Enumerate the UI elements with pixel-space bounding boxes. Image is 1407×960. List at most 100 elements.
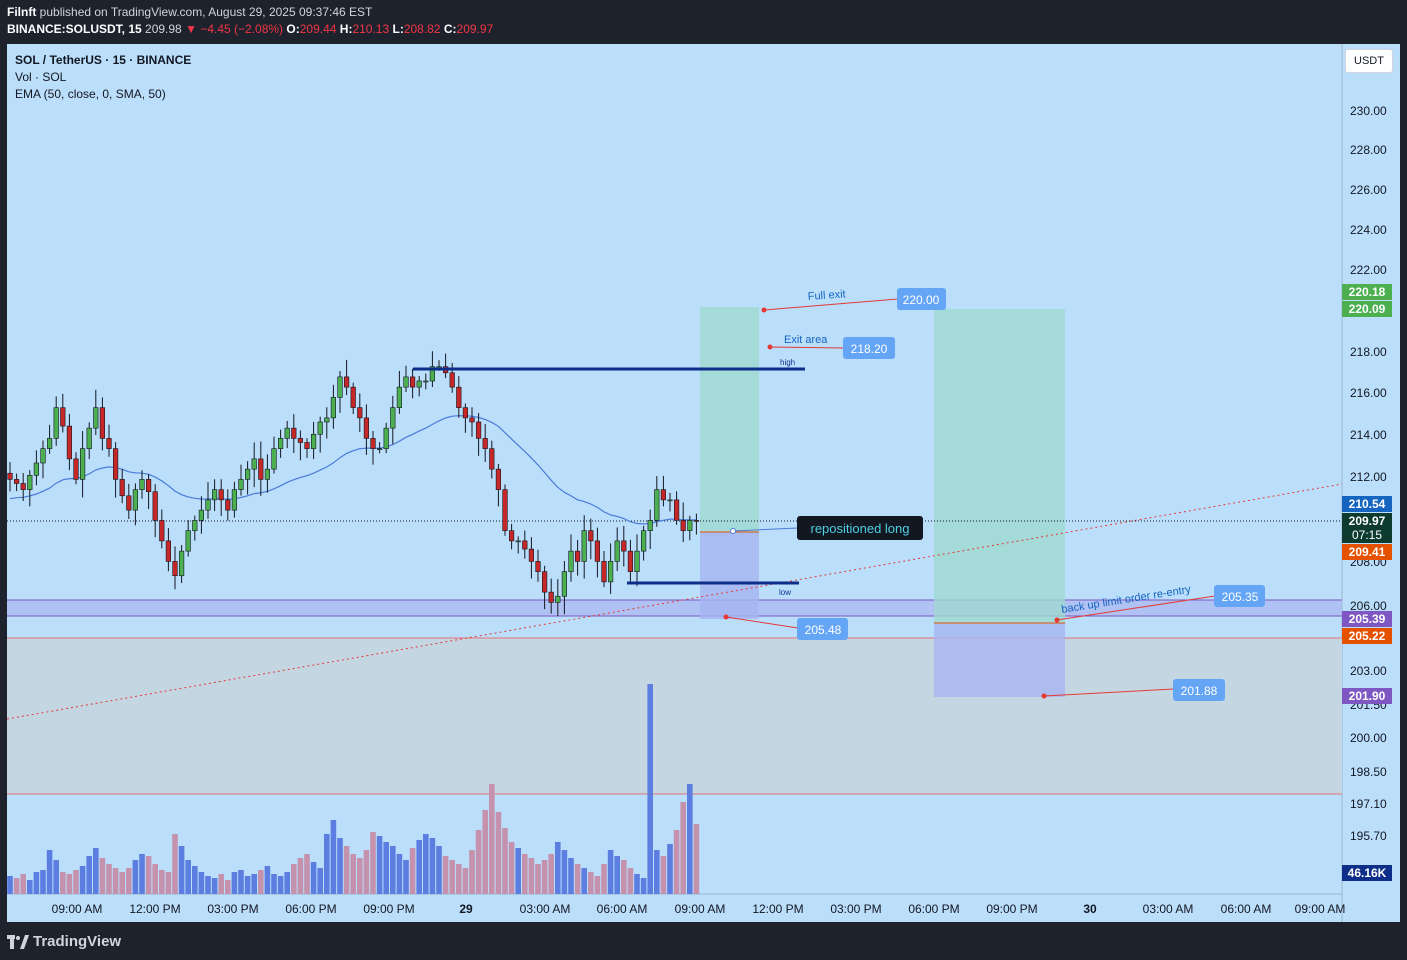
- repositioned-badge[interactable]: [797, 516, 923, 540]
- trend-line[interactable]: [6, 483, 1343, 720]
- candle-up[interactable]: [581, 530, 587, 562]
- candle-down[interactable]: [172, 561, 178, 577]
- candle-down[interactable]: [225, 499, 231, 511]
- candle-down[interactable]: [693, 520, 699, 522]
- legend-ema[interactable]: EMA (50, close, 0, SMA, 50): [15, 87, 166, 101]
- candle-up[interactable]: [640, 530, 647, 552]
- candle-up[interactable]: [614, 540, 620, 562]
- candle-up[interactable]: [396, 386, 403, 408]
- tradingview-logo[interactable]: TradingView: [7, 933, 121, 950]
- candle-up[interactable]: [185, 530, 191, 552]
- legend-vol[interactable]: Vol · SOL: [15, 70, 67, 84]
- candle-up[interactable]: [654, 489, 660, 521]
- label-20548-badge[interactable]: [797, 618, 848, 640]
- candle-down[interactable]: [475, 421, 482, 439]
- candle-down[interactable]: [113, 448, 119, 480]
- candle-down[interactable]: [146, 479, 152, 492]
- candle-down[interactable]: [106, 438, 112, 449]
- candle-up[interactable]: [33, 462, 39, 476]
- position2-profit-zone[interactable]: [934, 309, 1065, 623]
- candle-down[interactable]: [343, 376, 350, 388]
- candle-up[interactable]: [376, 448, 383, 450]
- candle-up[interactable]: [568, 550, 574, 572]
- candle-down[interactable]: [528, 548, 534, 562]
- currency-button[interactable]: USDT: [1345, 49, 1393, 73]
- ema-line[interactable]: [9, 415, 697, 525]
- candle-up[interactable]: [330, 397, 337, 419]
- candle-down[interactable]: [119, 479, 125, 497]
- position2-loss-zone[interactable]: [934, 623, 1065, 697]
- candle-down[interactable]: [660, 489, 666, 501]
- candle-down[interactable]: [469, 417, 475, 423]
- candle-up[interactable]: [205, 499, 211, 511]
- candle-down[interactable]: [66, 425, 72, 460]
- candle-up[interactable]: [198, 509, 205, 521]
- candle-up[interactable]: [271, 448, 277, 470]
- candle-up[interactable]: [238, 479, 244, 490]
- candle-up[interactable]: [277, 438, 284, 449]
- candle-up[interactable]: [179, 550, 185, 577]
- position1-loss-zone[interactable]: [700, 532, 759, 619]
- candle-down[interactable]: [291, 427, 297, 439]
- candle-down[interactable]: [159, 520, 165, 542]
- candle-down[interactable]: [218, 489, 224, 501]
- candle-up[interactable]: [310, 433, 317, 449]
- candle-up[interactable]: [515, 540, 521, 543]
- candle-up[interactable]: [416, 380, 422, 388]
- candle-up[interactable]: [383, 427, 389, 449]
- candle-up[interactable]: [251, 458, 257, 470]
- candle-down[interactable]: [350, 386, 356, 408]
- candle-up[interactable]: [324, 417, 330, 423]
- candle-down[interactable]: [370, 438, 376, 449]
- candle-up[interactable]: [212, 489, 218, 501]
- candle-up[interactable]: [192, 520, 198, 531]
- candle-down[interactable]: [482, 438, 488, 449]
- candle-down[interactable]: [548, 591, 554, 603]
- candle-up[interactable]: [337, 376, 343, 398]
- candle-up[interactable]: [231, 489, 238, 511]
- label-2182-badge[interactable]: [843, 337, 895, 359]
- candle-up[interactable]: [93, 407, 99, 429]
- candle-down[interactable]: [60, 407, 66, 427]
- candle-up[interactable]: [555, 595, 561, 603]
- publisher-name[interactable]: Filnft: [7, 5, 37, 19]
- candle-down[interactable]: [449, 372, 455, 388]
- candle-down[interactable]: [680, 520, 686, 531]
- position1-profit-zone[interactable]: [700, 307, 759, 532]
- candle-down[interactable]: [456, 386, 462, 408]
- candle-up[interactable]: [53, 407, 59, 439]
- candle-down[interactable]: [99, 407, 105, 439]
- candle-down[interactable]: [357, 407, 363, 419]
- candle-up[interactable]: [27, 474, 33, 490]
- candle-down[interactable]: [462, 407, 469, 419]
- price-axis[interactable]: [1342, 44, 1400, 922]
- candle-up[interactable]: [429, 366, 436, 382]
- legend-title[interactable]: SOL / TetherUS · 15 · BINANCE: [15, 53, 192, 67]
- candle-down[interactable]: [20, 483, 26, 490]
- candle-down[interactable]: [601, 561, 607, 583]
- candle-down[interactable]: [297, 438, 304, 443]
- candle-up[interactable]: [403, 376, 409, 388]
- candle-up[interactable]: [80, 448, 86, 480]
- candle-down[interactable]: [535, 561, 541, 572]
- candle-up[interactable]: [132, 489, 139, 511]
- candle-down[interactable]: [508, 530, 515, 542]
- candle-down[interactable]: [541, 571, 548, 593]
- candle-up[interactable]: [687, 520, 693, 531]
- candle-up[interactable]: [264, 468, 271, 480]
- candle-up[interactable]: [40, 448, 46, 464]
- candle-up[interactable]: [647, 520, 653, 531]
- candle-up[interactable]: [46, 438, 53, 449]
- candle-down[interactable]: [126, 495, 132, 511]
- candle-down[interactable]: [489, 448, 495, 470]
- candle-down[interactable]: [522, 540, 528, 550]
- candle-down[interactable]: [409, 376, 416, 388]
- candle-down[interactable]: [627, 550, 633, 572]
- candle-up[interactable]: [86, 427, 92, 449]
- candle-up[interactable]: [284, 427, 290, 439]
- candle-down[interactable]: [152, 491, 158, 521]
- candle-down[interactable]: [165, 540, 172, 562]
- candle-up[interactable]: [607, 561, 614, 583]
- candle-down[interactable]: [574, 550, 581, 562]
- candle-up[interactable]: [561, 571, 567, 597]
